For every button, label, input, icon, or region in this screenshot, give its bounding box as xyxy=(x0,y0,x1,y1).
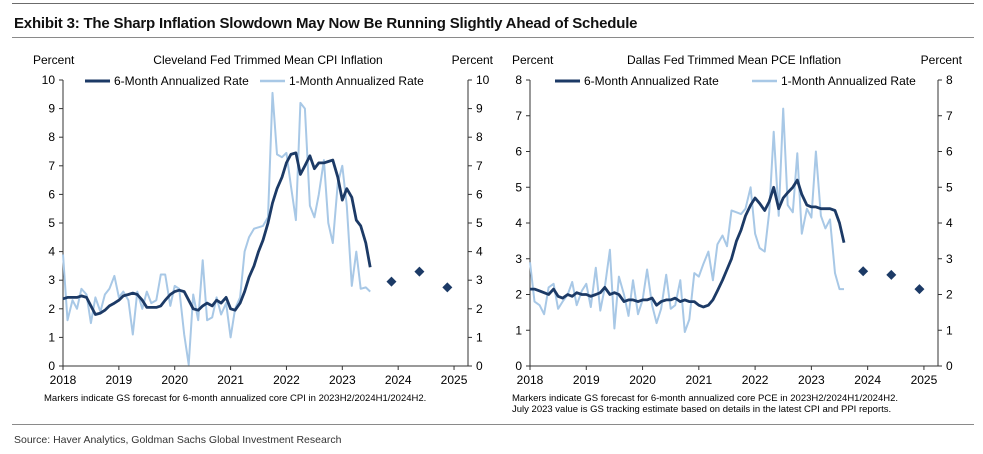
pce-ytick-label-left: 1 xyxy=(515,323,522,337)
cpi-ytick-label-left: 2 xyxy=(48,302,55,316)
cpi-xtick-label: 2018 xyxy=(50,373,77,387)
pce-note-1: Markers indicate GS forecast for 6-month… xyxy=(512,393,898,404)
pce-ytick-label-right: 1 xyxy=(946,323,953,337)
cpi-ytick-label-right: 0 xyxy=(476,359,483,373)
cpi-ytick-label-right: 1 xyxy=(476,330,483,344)
cpi-ytick-label-left: 3 xyxy=(48,273,55,287)
cpi-ytick-label-right: 9 xyxy=(476,102,483,116)
pce-note-2: July 2023 value is GS tracking estimate … xyxy=(512,404,891,415)
cpi-ytick-label-right: 7 xyxy=(476,159,483,173)
pce-forecast-marker xyxy=(914,284,925,295)
cpi-ytick-label-left: 5 xyxy=(48,216,55,230)
pce-ytick-label-left: 5 xyxy=(515,180,522,194)
pce-legend-6m-label: 6-Month Annualized Rate xyxy=(584,74,719,88)
pce-xtick-label: 2020 xyxy=(629,373,656,387)
pce-left-axis-label: Percent xyxy=(512,53,554,67)
pce-ytick-label-left: 0 xyxy=(515,359,522,373)
cpi-legend: 6-Month Annualized Rate 1-Month Annualiz… xyxy=(85,74,424,88)
cpi-ytick-label-right: 2 xyxy=(476,302,483,316)
title-rule xyxy=(12,37,974,38)
pce-ytick-label-left: 4 xyxy=(515,216,522,230)
pce-ytick-label-right: 3 xyxy=(946,252,953,266)
pce-right-axis-label: Percent xyxy=(921,53,963,67)
source-note: Source: Haver Analytics, Goldman Sachs G… xyxy=(14,434,342,446)
pce-chart-title: Dallas Fed Trimmed Mean PCE Inflation xyxy=(627,53,841,67)
pce-ytick-label-left: 7 xyxy=(515,109,522,123)
cpi-ytick-label-right: 5 xyxy=(476,216,483,230)
pce-ytick-label-left: 8 xyxy=(515,73,522,87)
cpi-ytick-label-left: 7 xyxy=(48,159,55,173)
pce-legend-1m-label: 1-Month Annualized Rate xyxy=(781,74,916,88)
pce-ytick-label-right: 6 xyxy=(946,145,953,159)
pce-ytick-label-right: 7 xyxy=(946,109,953,123)
cpi-legend-6m-label: 6-Month Annualized Rate xyxy=(114,74,249,88)
cpi-xtick-label: 2021 xyxy=(217,373,244,387)
pce-xtick-label: 2023 xyxy=(798,373,825,387)
cpi-forecast-marker xyxy=(386,276,397,287)
pce-ytick-label-right: 0 xyxy=(946,359,953,373)
cpi-left-axis-label: Percent xyxy=(33,53,75,67)
pce-xtick-label: 2021 xyxy=(685,373,712,387)
cpi-ytick-label-left: 6 xyxy=(48,187,55,201)
top-rule xyxy=(12,3,974,4)
pce-series-6-month-line xyxy=(530,178,846,309)
pce-series-1-month-line xyxy=(529,107,844,333)
cpi-legend-1m-label: 1-Month Annualized Rate xyxy=(289,74,424,88)
cpi-xtick-label: 2023 xyxy=(329,373,356,387)
pce-xtick-label: 2024 xyxy=(854,373,881,387)
cpi-xtick-label: 2024 xyxy=(385,373,412,387)
pce-chart: Percent Dallas Fed Trimmed Mean PCE Infl… xyxy=(512,53,963,415)
cpi-forecast-marker xyxy=(414,266,425,277)
pce-ytick-label-left: 6 xyxy=(515,145,522,159)
cpi-note: Markers indicate GS forecast for 6-month… xyxy=(44,393,426,404)
pce-xtick-label: 2018 xyxy=(517,373,544,387)
cpi-ytick-label-right: 4 xyxy=(476,245,483,259)
pce-xtick-label: 2019 xyxy=(573,373,600,387)
cpi-ytick-label-left: 1 xyxy=(48,330,55,344)
pce-forecast-marker xyxy=(858,266,869,277)
cpi-ytick-label-right: 6 xyxy=(476,187,483,201)
pce-legend: 6-Month Annualized Rate 1-Month Annualiz… xyxy=(555,74,916,88)
pce-ytick-label-right: 2 xyxy=(946,288,953,302)
pce-ytick-label-left: 3 xyxy=(515,252,522,266)
cpi-xtick-label: 2019 xyxy=(106,373,133,387)
pce-forecast-marker xyxy=(886,269,897,280)
cpi-xtick-label: 2022 xyxy=(273,373,300,387)
cpi-forecast-marker xyxy=(442,282,453,293)
pce-xtick-label: 2022 xyxy=(742,373,769,387)
cpi-series-6-month-line xyxy=(62,151,372,316)
cpi-ytick-label-right: 10 xyxy=(476,73,490,87)
cpi-ytick-label-left: 0 xyxy=(48,359,55,373)
pce-xtick-label: 2025 xyxy=(911,373,938,387)
cpi-chart: Percent Cleveland Fed Trimmed Mean CPI I… xyxy=(33,53,494,404)
cpi-right-axis-label: Percent xyxy=(452,53,494,67)
cpi-plot-area: 0 0 1 1 2 2 3 3 4 4 5 5 6 6 7 7 8 8 9 9 10 10 2018 2019 2020 2021… xyxy=(42,73,490,387)
cpi-xtick-label: 2020 xyxy=(161,373,188,387)
cpi-ytick-label-left: 10 xyxy=(42,73,56,87)
pce-ytick-label-right: 4 xyxy=(946,216,953,230)
exhibit-title: Exhibit 3: The Sharp Inflation Slowdown … xyxy=(14,15,638,32)
pce-ytick-label-right: 8 xyxy=(946,73,953,87)
bottom-rule xyxy=(12,424,974,425)
pce-ytick-label-right: 5 xyxy=(946,180,953,194)
pce-plot-area: 0 0 1 1 2 2 3 3 4 4 5 5 6 6 7 7 8 8 2018 2019 2020 2021 2022 20… xyxy=(515,73,953,387)
cpi-xtick-label: 2025 xyxy=(441,373,468,387)
cpi-ytick-label-left: 9 xyxy=(48,102,55,116)
cpi-ytick-label-right: 8 xyxy=(476,130,483,144)
cpi-ytick-label-left: 8 xyxy=(48,130,55,144)
cpi-ytick-label-left: 4 xyxy=(48,245,55,259)
cpi-ytick-label-right: 3 xyxy=(476,273,483,287)
cpi-series-1-month-line xyxy=(62,91,371,366)
pce-ytick-label-left: 2 xyxy=(515,288,522,302)
cpi-chart-title: Cleveland Fed Trimmed Mean CPI Inflation xyxy=(153,53,382,67)
